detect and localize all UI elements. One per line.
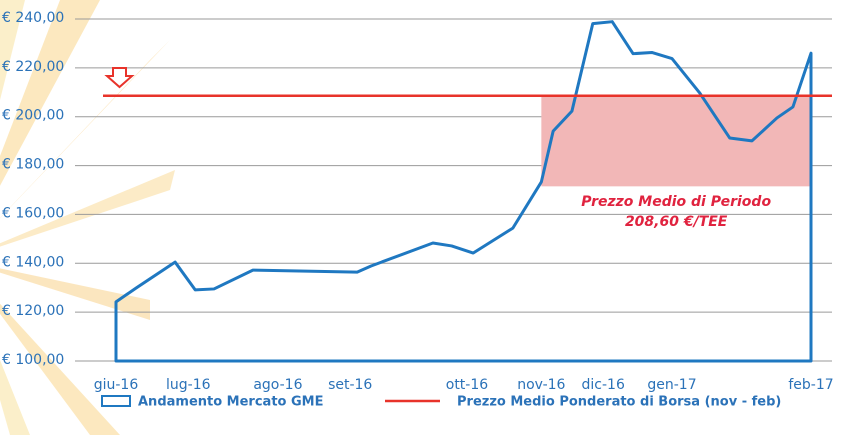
x-tick-label: lug-16	[166, 377, 211, 393]
highlight-area	[541, 96, 811, 187]
y-tick-label: € 140,00	[2, 254, 64, 270]
y-tick-label: € 180,00	[2, 157, 64, 173]
x-tick-label: set-16	[328, 377, 372, 393]
y-tick-label: € 240,00	[2, 10, 64, 26]
y-tick-label: € 200,00	[2, 108, 64, 124]
annotation: 208,60 €/TEE	[625, 214, 728, 230]
y-tick-label: € 100,00	[2, 352, 64, 368]
y-tick-label: € 220,00	[2, 59, 64, 75]
y-tick-label: € 120,00	[2, 303, 64, 319]
legend-label: Andamento Mercato GME	[138, 395, 324, 410]
annotation: Prezzo Medio di Periodo	[581, 194, 771, 210]
x-tick-label: gen-17	[647, 377, 696, 393]
x-tick-label: ago-16	[253, 377, 302, 393]
y-tick-label: € 160,00	[2, 205, 64, 221]
x-tick-label: ott-16	[446, 377, 489, 393]
legend-label: Prezzo Medio Ponderato di Borsa (nov - f…	[457, 395, 781, 410]
line-series	[116, 22, 811, 361]
x-tick-label: dic-16	[582, 377, 625, 393]
x-tick-label: giu-16	[94, 377, 139, 393]
down-arrow	[107, 68, 132, 87]
x-tick-label: feb-17	[788, 377, 833, 393]
x-tick-label: nov-16	[517, 377, 565, 393]
legend-swatch	[102, 396, 130, 406]
chart: € 100,00 € 120,00 € 140,00 € 160,00 € 180,00…	[0, 0, 861, 435]
